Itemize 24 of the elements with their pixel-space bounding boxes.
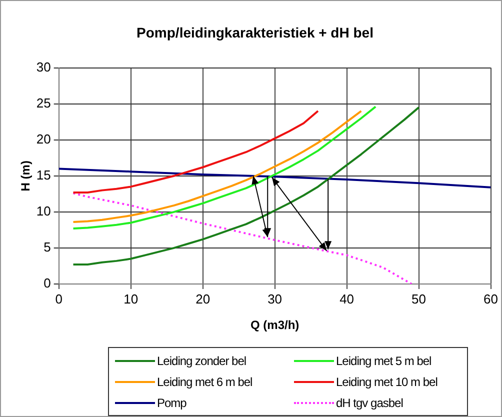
y-tick-label: 15 [36,167,51,182]
y-tick-label: 20 [36,131,51,146]
x-tick-label: 0 [55,291,62,306]
legend-label: Pomp [157,396,186,410]
x-tick-label: 60 [484,291,498,306]
x-tick-label: 20 [196,291,210,306]
y-tick-label: 25 [36,95,51,110]
x-tick-label: 50 [412,291,426,306]
line-series [72,192,413,284]
legend-label: Leiding met 6 m bel [157,374,252,388]
y-tick-label: 5 [44,240,51,255]
y-axis-title: H (m) [18,160,33,192]
legend-label: Leiding zonder bel [157,354,246,368]
legend-label: Leiding met 10 m bel [336,374,438,388]
x-tick-label: 40 [340,291,354,306]
y-tick-label: 10 [36,204,51,219]
x-tick-label: 30 [268,291,282,306]
x-axis-title: Q (m3/h) [250,318,300,332]
y-tick-label: 0 [44,276,51,291]
y-tick-label: 30 [36,59,51,74]
x-tick-label: 10 [124,291,138,306]
chart-title: Pomp/leidingkarakteristiek + dH bel [136,24,374,40]
legend-label: Leiding met 5 m bel [336,354,432,368]
legend-label: dH tgv gasbel [336,396,403,410]
